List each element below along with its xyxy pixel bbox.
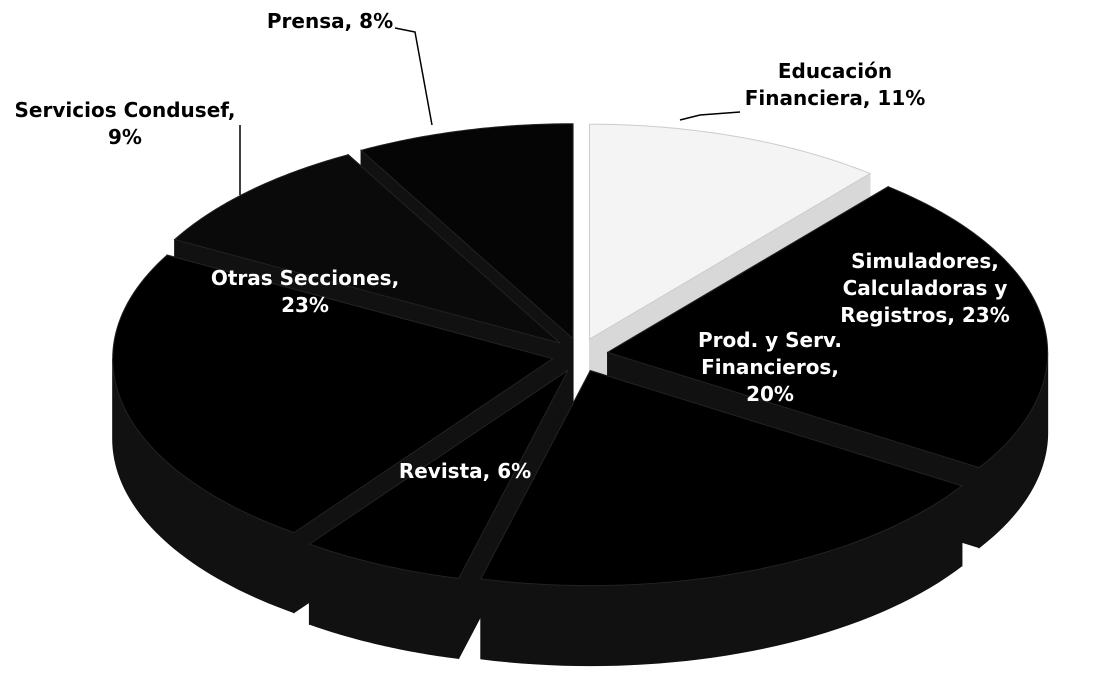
- data-label: Prensa, 8%: [266, 9, 394, 33]
- slice: [480, 370, 963, 587]
- data-label: Otras Secciones, 23%: [210, 266, 400, 317]
- data-label: Educación Financiera, 11%: [744, 59, 926, 110]
- slice: [308, 369, 569, 579]
- leader-line: [394, 27, 433, 126]
- slice: [360, 123, 574, 340]
- data-label: Prod. y Serv. Financieros, 20%: [698, 328, 842, 406]
- data-label: Revista, 6%: [398, 459, 532, 483]
- leader-line: [679, 111, 741, 121]
- slice: [588, 123, 872, 341]
- slice: [112, 254, 554, 534]
- data-label: Servicios Condusef, 9%: [14, 98, 236, 149]
- data-label: Simuladores, Calculadoras y Registros, 2…: [840, 249, 1010, 327]
- slice: [173, 154, 561, 344]
- slice: [606, 186, 1049, 469]
